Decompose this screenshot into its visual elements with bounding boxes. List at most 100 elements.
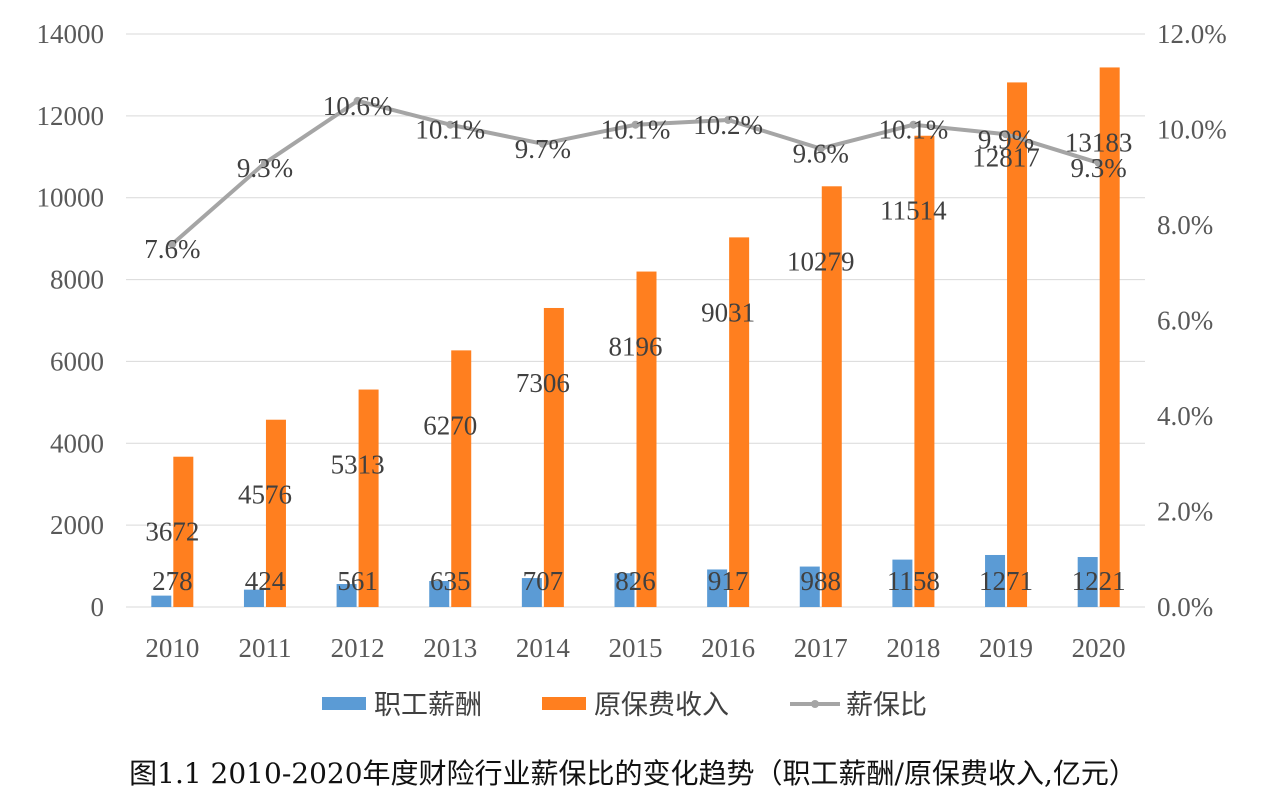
data-labels: 278 3672 424 4576 561 5313 635 6270 707 7306 826 81… (144, 91, 1132, 596)
bar-premium (265, 419, 286, 607)
x-tick-label: 2020 (1072, 633, 1126, 663)
bar-salary (985, 554, 1006, 607)
figure-caption: 图1.1 2010-2020年度财险行业薪保比的变化趋势（职工薪酬/原保费收入,… (129, 757, 1137, 790)
data-label-salary: 988 (801, 566, 842, 596)
y-right-tick-label: 2.0% (1157, 497, 1213, 527)
bar-salary (1077, 557, 1098, 607)
data-label-ratio: 10.1% (601, 115, 671, 145)
ratio-point (1002, 130, 1011, 139)
y-left-tick-label: 8000 (50, 265, 104, 295)
axis-ticks: 0 2000 4000 6000 8000 10000 12000 14000 0.0% 2.0%… (37, 19, 1227, 663)
data-label-premium: 9031 (701, 297, 755, 327)
bar-premium (636, 271, 657, 607)
ratio-point (538, 139, 547, 148)
x-tick-label: 2014 (516, 633, 571, 663)
ratio-point (1094, 158, 1103, 167)
bar-premium (543, 307, 564, 607)
legend-swatch-salary (322, 697, 366, 710)
bar-salary (151, 595, 172, 607)
legend-marker-ratio (811, 700, 819, 708)
data-label-premium: 13183 (1065, 127, 1133, 157)
x-tick-label: 2016 (701, 633, 755, 663)
ratio-point (168, 240, 177, 249)
y-left-tick-label: 2000 (50, 510, 104, 540)
data-label-premium: 12817 (972, 142, 1040, 172)
ratio-point (446, 120, 455, 129)
legend: 职工薪酬 原保费收入 薪保比 (322, 690, 927, 721)
data-label-ratio: 10.2% (693, 110, 763, 140)
data-label-premium: 11514 (880, 196, 947, 226)
bar-salary (429, 581, 450, 607)
data-label-ratio: 9.6% (793, 139, 849, 169)
data-label-salary: 561 (337, 566, 378, 596)
data-label-premium: 8196 (609, 332, 663, 362)
x-tick-label: 2012 (331, 633, 385, 663)
bar-premium (173, 456, 194, 607)
ratio-point (816, 144, 825, 153)
bar-premium (1007, 82, 1028, 607)
data-label-salary: 278 (152, 566, 193, 596)
y-left-tick-label: 10000 (37, 183, 105, 213)
bar-salary (799, 566, 820, 607)
data-label-premium: 3672 (145, 517, 199, 547)
data-label-ratio: 10.1% (879, 115, 949, 145)
data-label-premium: 7306 (516, 368, 570, 398)
y-left-tick-label: 12000 (37, 101, 105, 131)
bar-salary (521, 578, 542, 607)
bar-salary (243, 589, 264, 607)
y-left-tick-label: 14000 (37, 19, 105, 49)
data-label-ratio: 9.7% (515, 134, 571, 164)
data-label-ratio: 10.1% (415, 115, 485, 145)
legend-label-ratio: 薪保比 (846, 690, 927, 721)
bars (151, 67, 1120, 608)
data-label-premium: 6270 (423, 410, 477, 440)
bar-salary (336, 584, 357, 607)
x-tick-label: 2011 (238, 633, 291, 663)
y-right-tick-label: 12.0% (1157, 19, 1227, 49)
bar-salary (707, 569, 728, 607)
x-tick-label: 2018 (886, 633, 940, 663)
ratio-point (631, 120, 640, 129)
data-label-premium: 10279 (787, 246, 855, 276)
ratio-line (168, 96, 1103, 249)
bar-premium (451, 350, 472, 607)
ratio-point (260, 158, 269, 167)
bar-premium (358, 389, 379, 607)
data-label-ratio: 9.3% (237, 153, 293, 183)
x-tick-label: 2010 (145, 633, 199, 663)
data-label-salary: 707 (523, 566, 564, 596)
legend-label-premium: 原保费收入 (594, 690, 729, 721)
bar-salary (614, 573, 635, 607)
data-label-ratio: 7.6% (144, 234, 200, 264)
gridlines (126, 33, 1145, 608)
ratio-point (909, 120, 918, 129)
data-label-salary: 424 (245, 566, 286, 596)
x-tick-label: 2019 (979, 633, 1033, 663)
bar-premium (914, 135, 935, 608)
data-label-ratio: 9.3% (1071, 153, 1127, 183)
bar-premium (1099, 67, 1120, 607)
data-label-premium: 5313 (331, 450, 385, 480)
y-left-tick-label: 6000 (50, 346, 104, 376)
bar-premium (729, 237, 750, 607)
data-label-premium: 4576 (238, 480, 292, 510)
data-label-salary: 1158 (887, 566, 940, 596)
y-left-tick-label: 4000 (50, 428, 104, 458)
legend-label-salary: 职工薪酬 (374, 690, 482, 721)
ratio-point (724, 115, 733, 124)
data-label-salary: 1271 (979, 566, 1033, 596)
x-tick-label: 2015 (609, 633, 663, 663)
y-right-tick-label: 0.0% (1157, 592, 1213, 622)
x-tick-label: 2017 (794, 633, 848, 663)
y-right-tick-label: 4.0% (1157, 401, 1213, 431)
data-label-salary: 917 (708, 566, 749, 596)
chart: 278 3672 424 4576 561 5313 635 6270 707 7306 826 81… (37, 19, 1227, 721)
y-right-tick-label: 6.0% (1157, 306, 1213, 336)
y-left-tick-label: 0 (91, 592, 105, 622)
y-right-tick-label: 8.0% (1157, 210, 1213, 240)
data-label-salary: 635 (430, 566, 471, 596)
data-label-salary: 826 (615, 566, 656, 596)
y-right-tick-label: 10.0% (1157, 115, 1227, 145)
data-label-ratio: 10.6% (323, 91, 393, 121)
bar-premium (821, 186, 842, 607)
